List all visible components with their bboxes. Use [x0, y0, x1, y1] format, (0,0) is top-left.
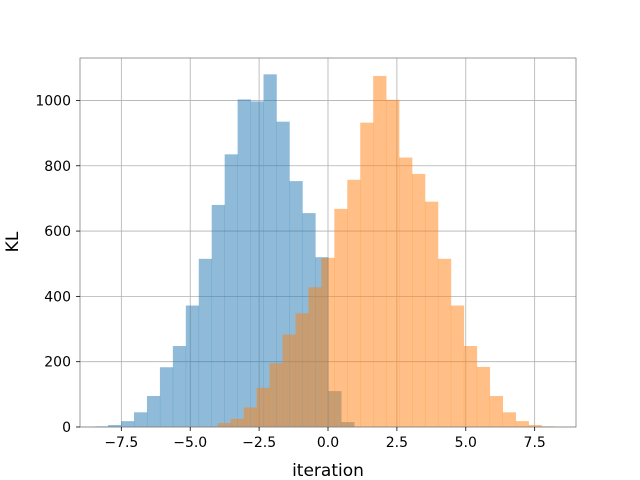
histogram-bar-series-2: [373, 75, 387, 427]
histogram-bar-series-1: [263, 74, 277, 428]
histogram-bar-series-1: [172, 346, 187, 427]
histogram-bar-series-1: [185, 305, 200, 427]
x-tick-label: 0.0: [317, 435, 339, 451]
histogram-bars: [95, 74, 555, 428]
histogram-bar-series-2: [412, 173, 426, 427]
y-tick-label: 600: [44, 224, 71, 240]
histogram-bar-series-2: [334, 208, 348, 427]
histogram-bar-series-2: [463, 346, 478, 427]
x-tick-label: −2.5: [242, 435, 276, 451]
histogram-bar-series-2: [230, 418, 244, 427]
y-axis-ticks: 0 200 400 600 800 1000: [35, 93, 80, 436]
histogram-bar-series-2: [308, 287, 322, 427]
histogram-bar-series-2: [399, 157, 413, 427]
histogram-bar-series-1: [134, 412, 148, 427]
x-tick-label: 7.5: [524, 435, 546, 451]
x-tick-label: 5.0: [455, 435, 477, 451]
histogram-bar-series-1: [159, 367, 174, 427]
histogram-bar-series-2: [360, 122, 374, 427]
histogram-bar-series-1: [224, 154, 238, 428]
histogram-bar-series-1: [250, 101, 264, 428]
histogram-bar-series-2: [450, 305, 465, 427]
y-axis-label: KL: [3, 231, 23, 252]
histogram-bar-series-2: [437, 258, 452, 427]
histogram-bar-series-2: [321, 257, 335, 427]
histogram-bar-series-1: [121, 421, 135, 427]
histogram-bar-series-2: [515, 421, 529, 427]
histogram-bar-series-2: [282, 334, 296, 427]
y-tick-label: 400: [44, 289, 71, 305]
x-axis-ticks: −7.5 −5.0 −2.5 0.0 2.5 5.0 7.5: [104, 427, 546, 451]
histogram-bar-series-1: [237, 99, 251, 427]
histogram-bar-series-1: [108, 425, 122, 427]
x-tick-label: −7.5: [104, 435, 138, 451]
histogram-bar-series-2: [269, 363, 283, 427]
histogram-bar-series-2: [424, 201, 439, 427]
histogram-bar-series-1: [146, 395, 161, 427]
x-tick-label: −5.0: [173, 435, 207, 451]
y-tick-label: 800: [44, 159, 71, 175]
histogram-bar-series-2: [347, 179, 361, 427]
histogram-bar-series-2: [243, 407, 257, 427]
histogram-bar-series-1: [198, 258, 213, 427]
histogram-bar-series-2: [295, 313, 309, 427]
histogram-bar-series-2: [476, 366, 491, 427]
histogram-bar-series-2: [502, 412, 516, 427]
histogram-bar-series-2: [489, 395, 504, 427]
histogram-bar-series-2: [217, 423, 232, 427]
x-tick-label: 2.5: [386, 435, 408, 451]
y-tick-label: 1000: [35, 93, 71, 109]
y-tick-label: 0: [62, 420, 71, 436]
histogram-bar-series-2: [386, 99, 400, 428]
histogram-bar-series-1: [211, 204, 225, 427]
x-axis-label: iteration: [292, 461, 364, 480]
histogram-bar-series-2: [528, 425, 542, 427]
y-tick-label: 200: [44, 355, 71, 371]
histogram-bar-series-2: [256, 387, 270, 427]
